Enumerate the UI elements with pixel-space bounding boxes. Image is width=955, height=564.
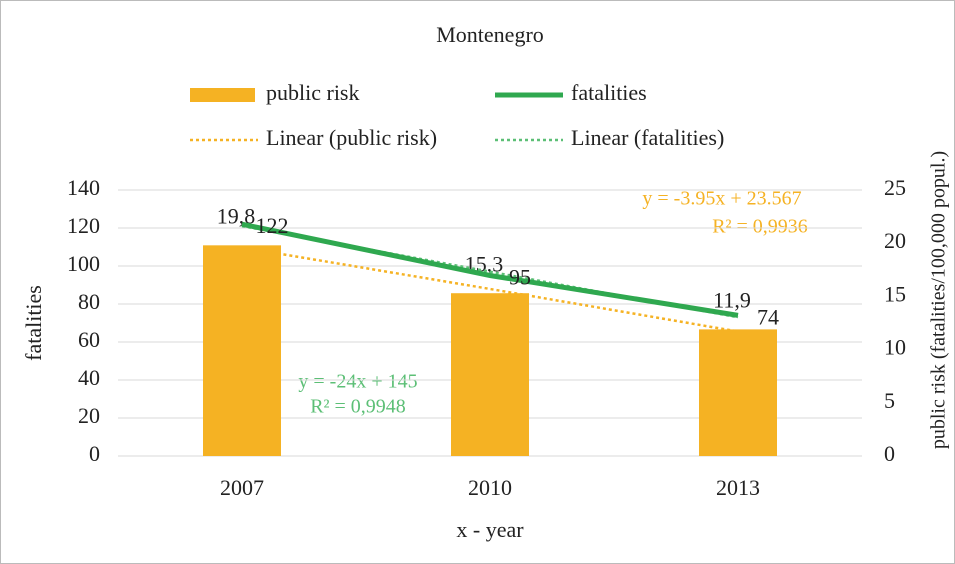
- annotation: y = -24x + 145: [298, 371, 417, 393]
- annotation: R² = 0,9936: [712, 216, 808, 238]
- x-tick-label: 2013: [716, 475, 760, 500]
- y2-tick-label: 20: [884, 228, 906, 253]
- legend-label: Linear (fatalities): [571, 125, 724, 150]
- line-value-label: 95: [509, 265, 531, 290]
- x-tick-label: 2007: [220, 475, 264, 500]
- y-tick-label: 100: [67, 251, 100, 276]
- x-tick-label: 2010: [468, 475, 512, 500]
- y2-tick-label: 5: [884, 388, 895, 413]
- y-tick-label: 0: [89, 441, 100, 466]
- legend-label: public risk: [266, 80, 360, 105]
- y2-tick-label: 25: [884, 175, 906, 200]
- y-tick-label: 120: [67, 213, 100, 238]
- line-value-label: 122: [256, 213, 289, 238]
- y2-axis-label: public risk (fatalities/100,000 popul.): [928, 151, 950, 449]
- legend-label: Linear (public risk): [266, 125, 437, 150]
- bar: [203, 245, 281, 456]
- chart-title: Montenegro: [436, 22, 544, 47]
- y-tick-label: 80: [78, 289, 100, 314]
- annotation: y = -3.95x + 23.567: [642, 188, 801, 210]
- legend-label: fatalities: [571, 80, 647, 105]
- bar: [699, 329, 777, 456]
- y2-tick-label: 10: [884, 335, 906, 360]
- y2-tick-label: 15: [884, 281, 906, 306]
- annotation: R² = 0,9948: [310, 396, 406, 418]
- line: [241, 221, 739, 318]
- y2-tick-label: 0: [884, 441, 895, 466]
- bar: [451, 293, 529, 456]
- line-value-label: 74: [757, 304, 779, 329]
- y-tick-label: 60: [78, 327, 100, 352]
- legend-swatch: [190, 88, 255, 102]
- x-axis-label: x - year: [456, 517, 524, 542]
- bar-value-label: 11,9: [713, 287, 751, 312]
- y-tick-label: 20: [78, 403, 100, 428]
- y-axis-label: fatalities: [21, 285, 46, 361]
- y-tick-label: 40: [78, 365, 100, 390]
- y-tick-label: 140: [67, 175, 100, 200]
